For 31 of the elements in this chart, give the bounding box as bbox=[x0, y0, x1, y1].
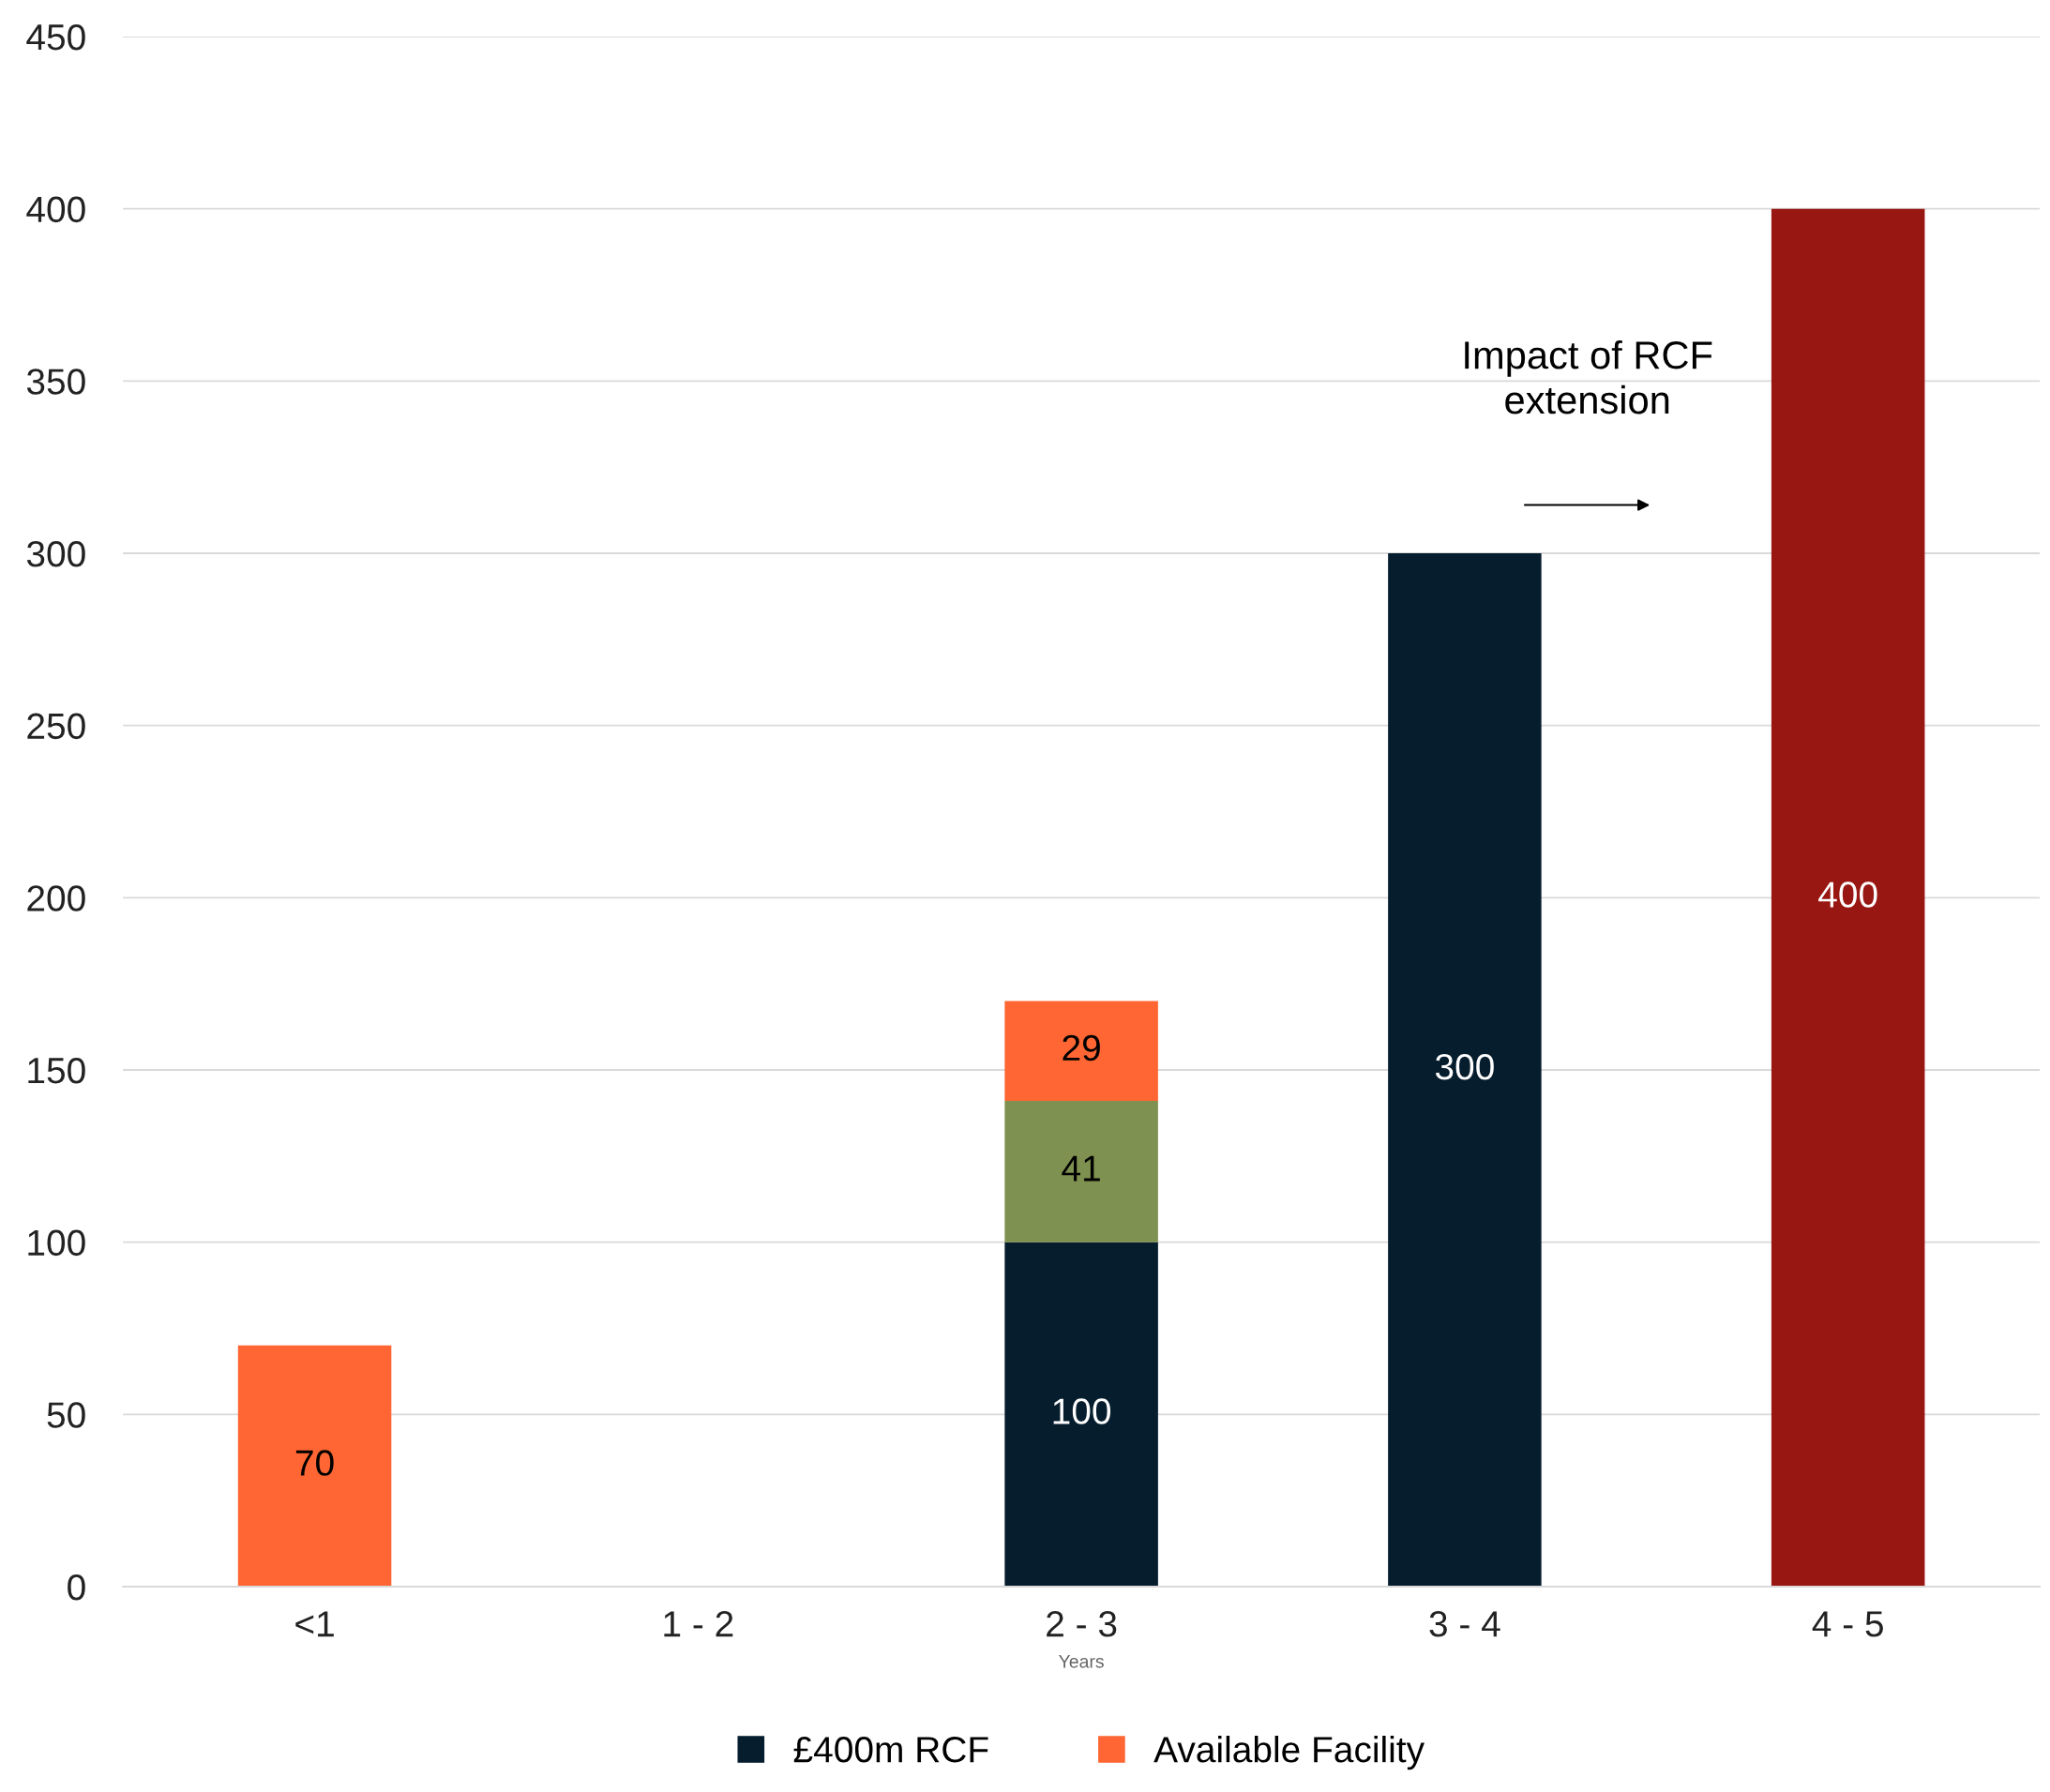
data-label: 100 bbox=[1053, 1398, 1111, 1424]
x-tick-label: 4 - 5 bbox=[1812, 1611, 1883, 1637]
data-label: 300 bbox=[1435, 1053, 1494, 1080]
y-tick-label: 50 bbox=[47, 1402, 85, 1428]
x-tick-label: <1 bbox=[295, 1611, 334, 1637]
data-label: 29 bbox=[1063, 1034, 1100, 1062]
bar bbox=[1388, 552, 1542, 1587]
x-tick-label: 1 - 2 bbox=[664, 1611, 733, 1637]
bar bbox=[1004, 1242, 1158, 1587]
y-tick-label: 250 bbox=[27, 713, 85, 740]
y-tick-label: 400 bbox=[26, 196, 85, 223]
bar bbox=[1004, 1001, 1158, 1102]
x-axis-title: Years bbox=[1059, 1655, 1104, 1668]
x-tick-label: 2 - 3 bbox=[1047, 1611, 1117, 1637]
y-tick-label: 150 bbox=[28, 1057, 85, 1084]
y-tick-label: 100 bbox=[28, 1229, 85, 1257]
y-tick-label: 350 bbox=[26, 369, 85, 395]
legend-label: £400m RCF bbox=[793, 1737, 988, 1763]
y-tick-label: 200 bbox=[27, 885, 85, 911]
legend-label: Available Facility bbox=[1153, 1735, 1424, 1770]
x-tick-label: 3 - 4 bbox=[1429, 1611, 1500, 1637]
data-label: 400 bbox=[1818, 881, 1877, 908]
bar bbox=[1004, 1101, 1158, 1242]
data-label: 41 bbox=[1062, 1155, 1100, 1182]
annotation: Impact of RCF extension bbox=[1465, 340, 1712, 414]
y-tick-label: 450 bbox=[26, 23, 85, 51]
y-tick-label: 300 bbox=[26, 540, 85, 567]
y-tick-label: 0 bbox=[68, 1574, 85, 1601]
bar bbox=[237, 1345, 392, 1587]
bar bbox=[1771, 208, 1925, 1587]
data-label: 70 bbox=[295, 1450, 334, 1476]
